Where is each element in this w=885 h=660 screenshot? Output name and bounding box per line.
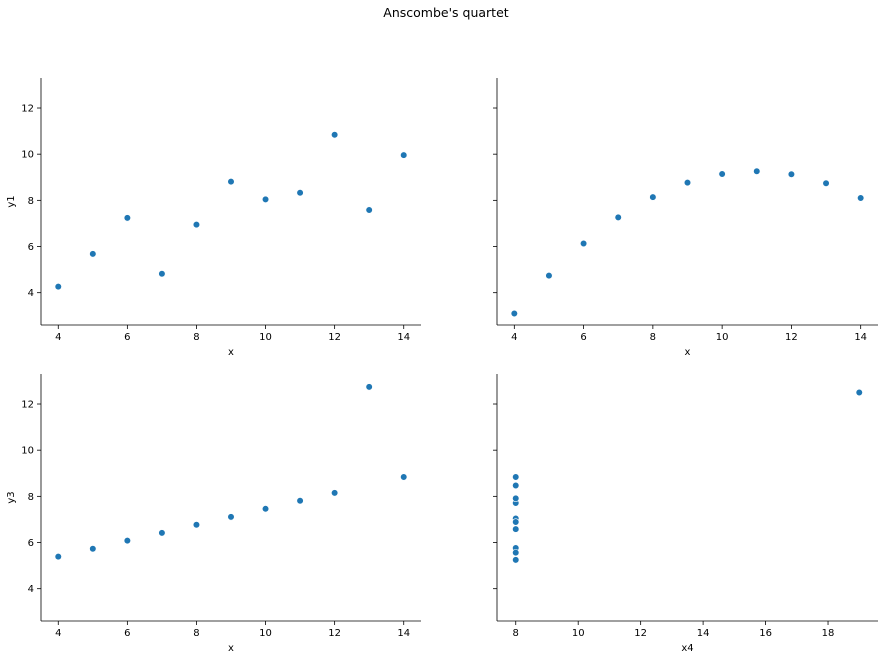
x-axis-label: x4 [681, 643, 693, 654]
x-axis-label: x [228, 347, 234, 358]
x-tick-label: 8 [650, 332, 656, 343]
x-tick-label: 6 [580, 332, 586, 343]
data-point [192, 521, 201, 529]
x-tick-label: 8 [193, 332, 199, 343]
data-point [365, 383, 373, 391]
x-tick-label: 12 [328, 628, 341, 639]
data-point [54, 283, 62, 291]
subplot-3: 4 6 8 10 12 14 4 6 8 10 12 x y3 [6, 374, 421, 654]
x-tick-label: 8 [513, 628, 519, 639]
data-point [614, 213, 622, 222]
data-point [512, 518, 520, 526]
y-axis-label: y3 [6, 491, 17, 503]
data-point [512, 525, 520, 533]
data-point [123, 537, 131, 545]
data-point [512, 494, 520, 503]
x-tick-label: 14 [397, 332, 410, 343]
x-tick-label: 4 [55, 332, 61, 343]
data-point [158, 529, 166, 537]
data-point [545, 272, 553, 280]
subplot-4: 8 10 12 14 16 18 x4 [493, 374, 878, 654]
y-tick-label: 12 [21, 400, 34, 411]
x-tick-label: 10 [572, 628, 585, 639]
x-tick-label: 4 [55, 628, 61, 639]
data-point [227, 513, 235, 521]
data-point [579, 239, 588, 248]
data-point [683, 178, 692, 187]
data-point [331, 489, 339, 497]
x-tick-label: 10 [259, 332, 272, 343]
data-point [296, 497, 304, 505]
x-axis-label: x [228, 643, 234, 654]
data-point [787, 170, 796, 178]
y-tick-label: 8 [28, 196, 34, 207]
data-point [227, 178, 235, 186]
x-tick-label: 4 [511, 332, 517, 343]
x-tick-label: 18 [822, 628, 835, 639]
x-tick-label: 6 [124, 628, 130, 639]
data-point [512, 556, 520, 564]
data-point [512, 549, 520, 557]
data-point [718, 170, 726, 178]
data-point [510, 309, 518, 318]
y-tick-label: 8 [28, 492, 34, 503]
x-tick-label: 12 [328, 332, 341, 343]
y-tick-label: 6 [28, 538, 34, 549]
data-point [855, 388, 863, 397]
x-tick-label: 14 [854, 332, 867, 343]
data-point [89, 250, 97, 258]
y-tick-label: 12 [21, 104, 34, 115]
y-tick-label: 10 [21, 446, 34, 457]
data-point [123, 214, 131, 222]
data-point [89, 545, 97, 553]
y-tick-label: 10 [21, 150, 34, 161]
x-tick-label: 10 [716, 332, 729, 343]
data-point [261, 505, 270, 513]
data-point [857, 194, 865, 202]
x-tick-label: 6 [124, 332, 130, 343]
data-point [261, 195, 270, 204]
y-tick-label: 6 [28, 242, 34, 253]
x-tick-label: 14 [397, 628, 410, 639]
x-tick-label: 12 [785, 332, 798, 343]
x-tick-label: 14 [697, 628, 710, 639]
data-point [512, 481, 520, 490]
x-tick-label: 10 [259, 628, 272, 639]
x-tick-label: 12 [634, 628, 647, 639]
data-point [400, 473, 408, 481]
x-tick-label: 8 [193, 628, 199, 639]
data-point [296, 189, 304, 197]
data-point [158, 270, 166, 278]
subplot-2: 4 6 8 10 12 14 x [493, 78, 878, 358]
data-point [649, 193, 657, 201]
data-point [822, 179, 830, 187]
x-tick-label: 16 [759, 628, 772, 639]
data-point [192, 220, 201, 229]
y-axis-label: y1 [6, 195, 17, 207]
data-point [512, 473, 520, 481]
x-axis-label: x [685, 347, 691, 358]
data-point [753, 167, 761, 175]
y-tick-label: 4 [28, 288, 34, 299]
data-point [331, 131, 339, 139]
subplot-1: 4 6 8 10 12 14 4 6 8 10 12 x y1 [6, 78, 421, 358]
data-point [400, 151, 408, 159]
figure-title: Anscombe's quartet [383, 5, 508, 20]
data-point [54, 552, 62, 561]
data-point [365, 206, 373, 214]
y-tick-label: 4 [28, 584, 34, 595]
